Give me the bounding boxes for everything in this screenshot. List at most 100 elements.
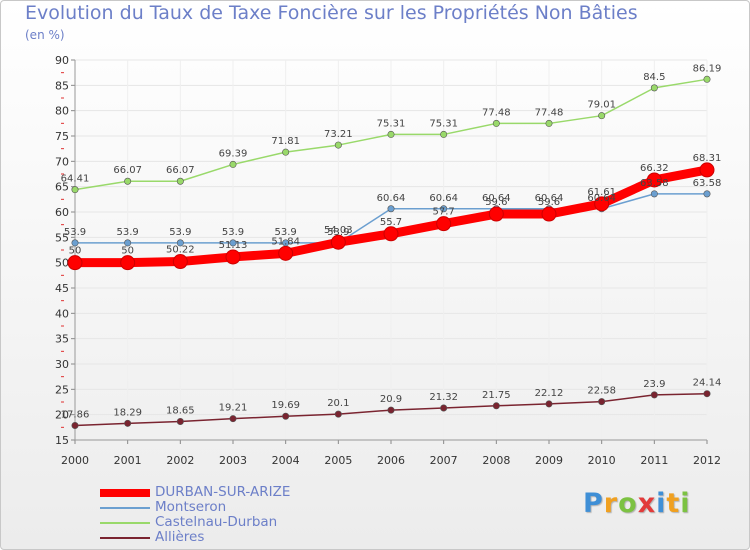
data-point: [545, 400, 553, 408]
data-label: 59.6: [485, 197, 507, 208]
data-label: 60.64: [587, 193, 616, 204]
data-point: [703, 75, 711, 83]
data-point: [176, 418, 184, 426]
data-label: 19.21: [219, 403, 248, 414]
x-tick-label: 2003: [219, 454, 247, 467]
data-point: [124, 419, 132, 427]
data-point: [176, 239, 184, 247]
x-tick-label: 2001: [114, 454, 142, 467]
data-label: 60.64: [429, 193, 458, 204]
y-tick-label: 25: [55, 383, 69, 396]
data-label: 21.75: [482, 390, 511, 401]
logo-letter: o: [618, 488, 638, 519]
y-tick-label: 30: [55, 358, 69, 371]
legend-label: Montseron: [155, 499, 227, 515]
data-label: 50: [121, 246, 134, 257]
y-tick-label: 70: [55, 155, 69, 168]
data-label: 50: [69, 246, 82, 257]
x-tick-label: 2009: [535, 454, 563, 467]
x-tick-label: 2006: [377, 454, 405, 467]
data-label: 66.07: [113, 165, 142, 176]
data-label: 69.39: [219, 148, 248, 159]
data-label: 22.12: [535, 388, 564, 399]
data-label: 55.7: [380, 217, 402, 228]
y-tick-label: 90: [55, 54, 69, 67]
data-label: 75.31: [377, 118, 406, 129]
data-point: [646, 172, 662, 188]
data-point: [387, 130, 395, 138]
data-label: 61.61: [587, 187, 616, 198]
data-point: [229, 239, 237, 247]
data-point: [650, 391, 658, 399]
data-label: 73.21: [324, 129, 353, 140]
data-label: 17.86: [61, 410, 90, 421]
y-tick-label: 75: [55, 130, 69, 143]
chart-subtitle: (en %): [25, 28, 65, 42]
data-label: 18.65: [166, 406, 195, 417]
data-point: [699, 162, 715, 178]
data-label: 66.07: [166, 165, 195, 176]
legend-label: Castelnau-Durban: [155, 514, 278, 530]
logo-letter: r: [603, 488, 619, 519]
data-label: 59.6: [538, 197, 560, 208]
data-label: 64.41: [61, 174, 90, 185]
data-point: [383, 226, 399, 242]
data-point: [598, 112, 606, 120]
data-label: 68.31: [693, 153, 722, 164]
data-label: 54.03: [324, 225, 353, 236]
data-point: [229, 415, 237, 423]
logo-letter: i: [656, 488, 667, 519]
data-point: [488, 206, 504, 222]
x-tick-label: 2000: [61, 454, 89, 467]
data-label: 50.22: [166, 245, 195, 256]
data-label: 21.32: [429, 392, 458, 403]
x-tick-label: 2010: [588, 454, 616, 467]
y-tick-label: 65: [55, 181, 69, 194]
x-tick-label: 2012: [693, 454, 721, 467]
data-point: [650, 84, 658, 92]
legend-swatch: [100, 537, 150, 539]
data-label: 57.7: [433, 207, 455, 218]
data-label: 84.5: [643, 72, 665, 83]
data-point: [120, 255, 136, 271]
data-point: [703, 390, 711, 398]
data-label: 71.81: [271, 136, 300, 147]
legend-swatch: [100, 489, 150, 497]
data-label: 77.48: [535, 107, 564, 118]
data-label: 63.58: [693, 178, 722, 189]
y-tick-label: 20: [55, 409, 69, 422]
data-label: 66.32: [640, 163, 669, 174]
series-alli-res: [71, 390, 711, 430]
data-point: [436, 216, 452, 232]
y-tick-label: 60: [55, 206, 69, 219]
data-point: [330, 234, 346, 250]
data-point: [67, 255, 83, 271]
data-point: [124, 239, 132, 247]
data-label: 60.64: [535, 193, 564, 204]
data-point: [278, 245, 294, 261]
y-tick-label: 35: [55, 333, 69, 346]
data-label: 53.9: [117, 227, 139, 238]
legend-label: Allières: [155, 529, 205, 545]
y-tick-label: 55: [55, 231, 69, 244]
y-tick-label: 85: [55, 79, 69, 92]
data-point: [334, 141, 342, 149]
data-point: [176, 177, 184, 185]
data-label: 51.84: [271, 236, 300, 247]
y-tick-label: 50: [55, 257, 69, 270]
data-point: [334, 410, 342, 418]
data-point: [440, 130, 448, 138]
data-label: 24.14: [693, 378, 722, 389]
data-point: [650, 190, 658, 198]
data-point: [545, 119, 553, 127]
x-tick-label: 2008: [482, 454, 510, 467]
data-label: 86.19: [693, 63, 722, 74]
data-point: [440, 205, 448, 213]
x-tick-label: 2002: [166, 454, 194, 467]
logo-letter: x: [637, 488, 657, 519]
data-label: 77.48: [482, 107, 511, 118]
data-label: 53.9: [275, 227, 297, 238]
data-label: 79.01: [587, 100, 616, 111]
data-label: 53.9: [169, 227, 191, 238]
x-tick-label: 2004: [272, 454, 300, 467]
